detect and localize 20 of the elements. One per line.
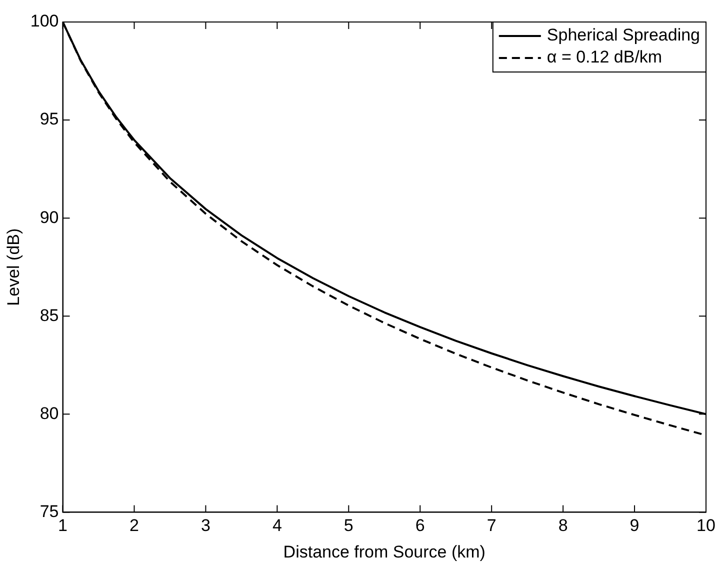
y-tick-label: 80 [40, 404, 59, 423]
y-tick-label: 85 [40, 306, 59, 325]
x-tick-label: 5 [344, 516, 354, 536]
x-tick-label: 6 [415, 516, 425, 536]
x-tick-label: 1 [58, 516, 68, 536]
y-tick-label: 95 [40, 110, 59, 129]
x-tick-label: 3 [200, 516, 210, 536]
y-tick-label: 100 [30, 12, 59, 31]
y-tick-label: 90 [40, 208, 59, 227]
legend-label: Spherical Spreading [546, 26, 700, 45]
y-tick-label: 75 [40, 502, 59, 521]
x-tick-label: 7 [486, 516, 496, 536]
x-axis-title: Distance from Source (km) [283, 542, 486, 562]
x-tick-label: 4 [272, 516, 282, 536]
x-tick-label: 10 [696, 516, 716, 536]
x-tick-label: 2 [130, 516, 139, 536]
x-tick-label: 8 [558, 516, 568, 536]
x-tick-label: 9 [630, 516, 640, 536]
legend-label: α = 0.12 dB/km [546, 48, 662, 67]
y-axis-title: Level (dB) [4, 228, 23, 306]
